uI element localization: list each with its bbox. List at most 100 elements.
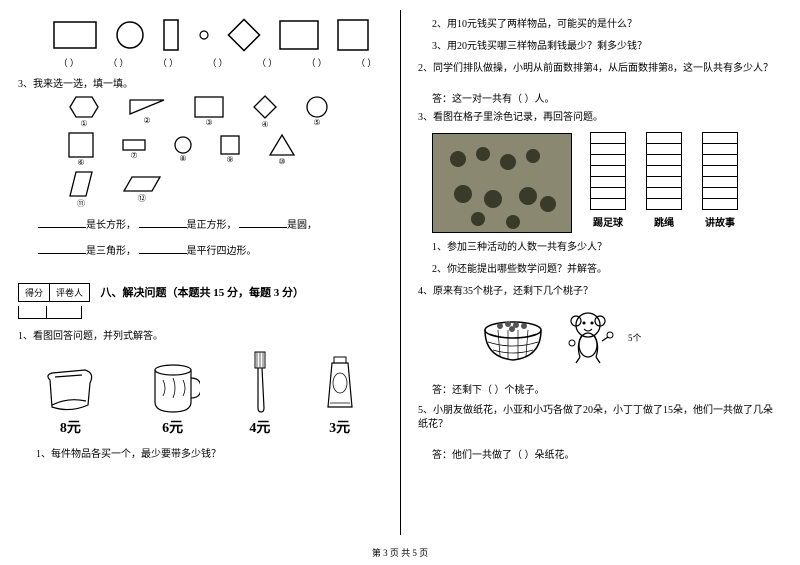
q3-2: 2、你还能提出哪些数学问题？并解答。 [432,263,782,277]
ans4: 答：还剩下（ ）个桃子。 [432,381,782,396]
rect-icon [53,21,97,49]
blank [139,218,187,228]
num: ⑤ [306,118,328,127]
sub-q2: 2、用10元钱买了两样物品，可能买的是什么？ [432,18,782,32]
items-row: 8元 6元 4元 3元 [18,350,382,437]
toothbrush-icon [245,350,275,415]
score-empty-row [18,306,82,319]
paren: （ ） [301,56,333,69]
toothpaste-icon [320,355,360,415]
shapes-row-top [53,18,382,52]
rect2-icon [279,20,319,50]
square-icon [337,19,369,51]
basket-icon [478,312,548,362]
towel-icon [40,365,100,415]
peach-area: 5个 [478,307,782,367]
score-wrap: 得分 评卷人 八、解决问题（本题共 15 分，每题 3 分） [18,265,382,321]
blank [139,244,187,254]
item-cup: 6元 [145,360,200,437]
paren: （ ） [152,56,184,69]
text: 是圆， [287,220,317,231]
num: ⑥ [68,158,94,167]
paren: （ ） [103,56,135,69]
ans2: 答：这一对一共有（ ）人。 [432,90,782,105]
sub-q3: 3、用20元钱买哪三样物品剩钱最少？剩多少钱？ [432,40,782,54]
q1-text: 1、看图回答问题，并列式解答。 [18,327,382,342]
score-header: 得分 [19,284,50,301]
blank [38,218,86,228]
label: 跳绳 [654,214,674,229]
num: ⑩ [268,157,296,166]
charts: 踢足球 跳绳 讲故事 [590,133,738,229]
monkey-icon [558,307,618,367]
page-footer: 第 3 页 共 5 页 [0,546,800,559]
item-towel: 8元 [40,365,100,437]
paren: （ ） [350,56,382,69]
price: 3元 [320,417,360,437]
small-circle-icon [199,30,209,40]
score-header: 评卷人 [50,284,89,301]
hexagon-icon [68,95,100,119]
blank [38,244,86,254]
chart-football: 踢足球 [590,133,626,229]
num: ⑧ [174,154,192,163]
price: 6元 [145,417,200,437]
paren: （ ） [53,56,85,69]
fill-line-2: 是三角形， 是平行四边形。 [38,243,382,261]
num: ⑦ [122,151,146,160]
chart-jumprope: 跳绳 [646,133,682,229]
q3-text: 3、我来选一选，填一填。 [18,75,382,90]
rect-icon [122,139,146,151]
shapes-grid: ① ② ③ ④ ⑤ ⑥ ⑦ ⑧ ⑨ ⑩ ⑪ ⑫ [68,94,382,209]
text: 是平行四边形。 [187,246,257,257]
chart-area: 踢足球 跳绳 讲故事 [432,133,782,233]
num: ⑫ [122,193,162,204]
peach-count: 5个 [628,331,642,344]
right-column: 2、用10元钱买了两样物品，可能买的是什么？ 3、用20元钱买哪三样物品剩钱最少… [400,0,800,565]
tall-rect-icon [163,19,181,51]
q2-text: 2、同学们排队做操，小明从前面数排第4，从后面数排第8，这一队共有多少人？ [418,62,782,76]
score-box: 得分 评卷人 [18,283,90,302]
cup-icon [145,360,200,415]
triangle-icon [268,133,296,157]
q4-text: 4、原来有35个桃子，还剩下几个桃子？ [418,285,782,299]
sub-q1: 1、每件物品各买一个，最少要带多少钱？ [36,445,382,460]
circle-icon [306,96,328,118]
num: ⑨ [220,155,240,164]
circle-icon [115,20,145,50]
paren: （ ） [202,56,234,69]
rect-icon [194,96,224,118]
price: 8元 [40,417,100,437]
left-column: （ ） （ ） （ ） （ ） （ ） （ ） （ ） 3、我来选一选，填一填。… [0,0,400,565]
text: 是三角形， [86,246,136,257]
parens-row: （ ） （ ） （ ） （ ） （ ） （ ） （ ） [53,56,382,69]
num: ③ [194,118,224,127]
blank [239,218,287,228]
square-icon [220,135,240,155]
num: ① [68,119,100,128]
triangle-icon [128,98,166,116]
paren: （ ） [251,56,283,69]
diamond-icon [227,18,261,52]
num: ⑪ [68,198,94,209]
price: 4元 [245,417,275,437]
item-toothbrush: 4元 [245,350,275,437]
num: ④ [252,120,278,129]
ans5: 答：他们一共做了（ ）朵纸花。 [432,446,782,461]
label: 讲故事 [705,214,735,229]
num: ② [128,116,166,125]
q5-text: 5、小朋友做纸花，小亚和小巧各做了20朵，小丁丁做了15朵，他们一共做了几朵纸花… [418,404,782,432]
text: 是正方形， [187,220,237,231]
square-icon [68,132,94,158]
parallelogram-icon [68,170,94,198]
section-8-title: 八、解决问题（本题共 15 分，每题 3 分） [101,287,305,299]
item-toothpaste: 3元 [320,355,360,437]
activity-photo [432,133,572,233]
parallelogram-icon [122,175,162,193]
circle-icon [174,136,192,154]
label: 踢足球 [593,214,623,229]
q3-1: 1、参加三种活动的人数一共有多少人？ [432,241,782,255]
q3-text: 3、看图在格子里涂色记录，再回答问题。 [418,111,782,125]
chart-story: 讲故事 [702,133,738,229]
diamond-icon [252,94,278,120]
